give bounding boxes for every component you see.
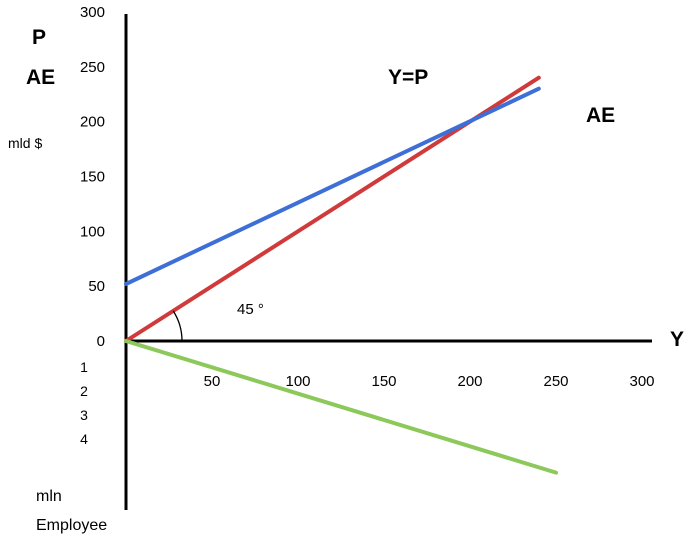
- y-tick-label: 50: [88, 278, 105, 295]
- y-tick-label: 250: [80, 59, 105, 76]
- lower-tick-label: 1: [80, 359, 88, 375]
- y-axis-title-ae: AE: [26, 66, 55, 89]
- series-label-ae: AE: [586, 104, 615, 127]
- lower-axis-label-line1: mln: [36, 488, 62, 505]
- angle-arc: [172, 310, 183, 342]
- tick-labels: 0 50 100 150 200 250 300 50 100 150 200 250 300 1 2 3 4: [80, 4, 655, 447]
- y-tick-label: 300: [80, 4, 105, 21]
- lower-tick-label: 2: [80, 383, 88, 399]
- angle-annotation: 45 °: [237, 301, 264, 318]
- x-tick-label: 100: [285, 373, 310, 390]
- y-axis-title-p: P: [32, 26, 46, 49]
- lower-axis-label-line2: Employee: [36, 517, 107, 534]
- x-tick-label: 150: [371, 373, 396, 390]
- series-line-2: [124, 339, 558, 475]
- y-tick-label: 0: [97, 333, 105, 350]
- lower-tick-label: 4: [80, 431, 88, 447]
- x-tick-label: 300: [629, 373, 654, 390]
- x-tick-label: 250: [543, 373, 568, 390]
- series-label-y-p: Y=P: [388, 66, 428, 89]
- x-axis-title: Y: [670, 328, 684, 351]
- axes: [124, 14, 652, 510]
- y-tick-label: 150: [80, 168, 105, 185]
- series-line-1: [124, 86, 541, 286]
- lower-tick-label: 3: [80, 407, 88, 423]
- y-axis-unit: mld $: [8, 135, 42, 151]
- y-tick-label: 200: [80, 114, 105, 131]
- x-tick-label: 50: [204, 373, 221, 390]
- x-tick-label: 200: [457, 373, 482, 390]
- y-tick-label: 100: [80, 223, 105, 240]
- series-group: [124, 75, 558, 475]
